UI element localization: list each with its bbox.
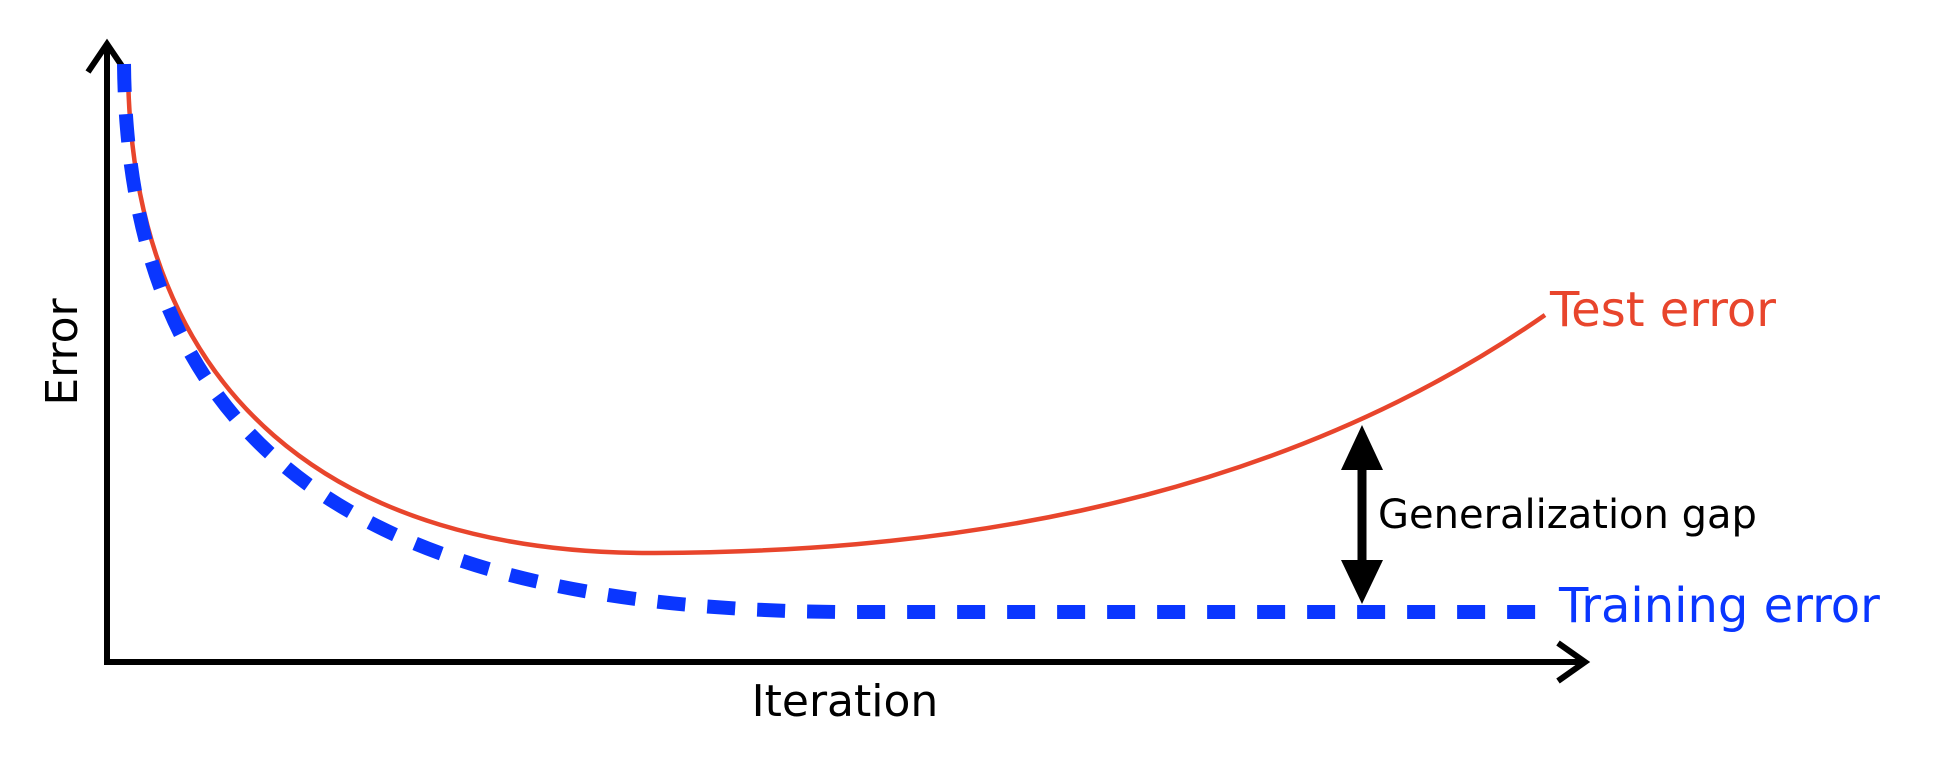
gap-arrow-head-up bbox=[1341, 425, 1383, 470]
generalization-gap-label: Generalization gap bbox=[1378, 492, 1757, 538]
y-axis-label: Error bbox=[37, 297, 88, 405]
training-error-curve bbox=[117, 63, 1555, 620]
x-axis-label: Iteration bbox=[752, 676, 939, 727]
test-error-curve bbox=[125, 67, 1547, 556]
test-error-label: Test error bbox=[1549, 282, 1776, 338]
y-axis-arrowhead bbox=[85, 38, 129, 74]
gap-arrow-head-down bbox=[1341, 560, 1383, 604]
training-error-label: Training error bbox=[1558, 578, 1880, 634]
x-axis-arrowhead bbox=[1556, 640, 1591, 684]
